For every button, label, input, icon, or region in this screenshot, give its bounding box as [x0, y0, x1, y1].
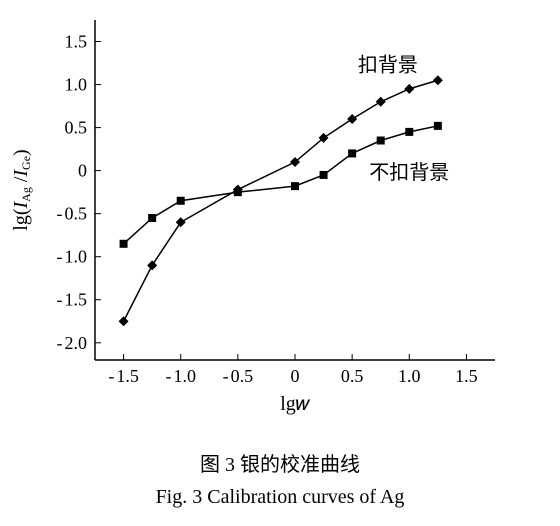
y-tick-label: 1.5 — [65, 32, 88, 52]
square-marker — [434, 122, 442, 130]
caption-zh: 图 3 银的校准曲线 — [0, 448, 560, 477]
series-line — [124, 80, 438, 321]
x-tick-label: -0.5 — [223, 366, 254, 386]
square-marker — [320, 171, 328, 179]
x-tick-label: 0.5 — [341, 366, 364, 386]
x-tick-label: 1.0 — [398, 366, 421, 386]
diamond-marker — [119, 316, 129, 326]
series-line — [124, 126, 438, 244]
y-tick-label: -0.5 — [57, 204, 88, 224]
series-label: 不扣背景 — [369, 161, 449, 184]
y-tick-label: 0 — [78, 161, 87, 181]
chart-svg: -1.5 -1.0 -0.5 0 0.5 1.0 1.5 -2.0 -1.5 -1.0 -0.5 0 0… — [0, 0, 560, 440]
square-marker — [405, 128, 413, 136]
y-tick-label: -1.5 — [57, 290, 88, 310]
series-label: 扣背景 — [358, 54, 418, 77]
x-tick-label: -1.0 — [165, 366, 196, 386]
diamond-marker — [347, 114, 357, 124]
square-marker — [377, 137, 385, 145]
x-axis-label: lg𝑤 — [280, 393, 311, 415]
x-tick-label: 0 — [291, 366, 300, 386]
diamond-marker — [433, 75, 443, 85]
diamond-marker — [376, 97, 386, 107]
square-marker — [348, 149, 356, 157]
square-marker — [120, 240, 128, 248]
y-tick-label: 1.0 — [65, 75, 88, 95]
x-tick-label: -1.5 — [108, 366, 139, 386]
caption-en: Fig. 3 Calibration curves of Ag — [0, 486, 560, 509]
square-marker — [234, 188, 242, 196]
x-tick-label: 1.5 — [455, 366, 478, 386]
diamond-marker — [176, 217, 186, 227]
figure-container: -1.5 -1.0 -0.5 0 0.5 1.0 1.5 -2.0 -1.5 -1.0 -0.5 0 0… — [0, 0, 560, 526]
y-axis-label: lg(IAg /IGe) — [10, 149, 33, 230]
diamond-marker — [147, 260, 157, 270]
y-tick-label: 0.5 — [65, 118, 88, 138]
diamond-marker — [404, 84, 414, 94]
y-tick-label: -1.0 — [57, 247, 88, 267]
square-marker — [177, 197, 185, 205]
square-marker — [291, 182, 299, 190]
y-tick-label: -2.0 — [57, 333, 88, 353]
square-marker — [148, 214, 156, 222]
